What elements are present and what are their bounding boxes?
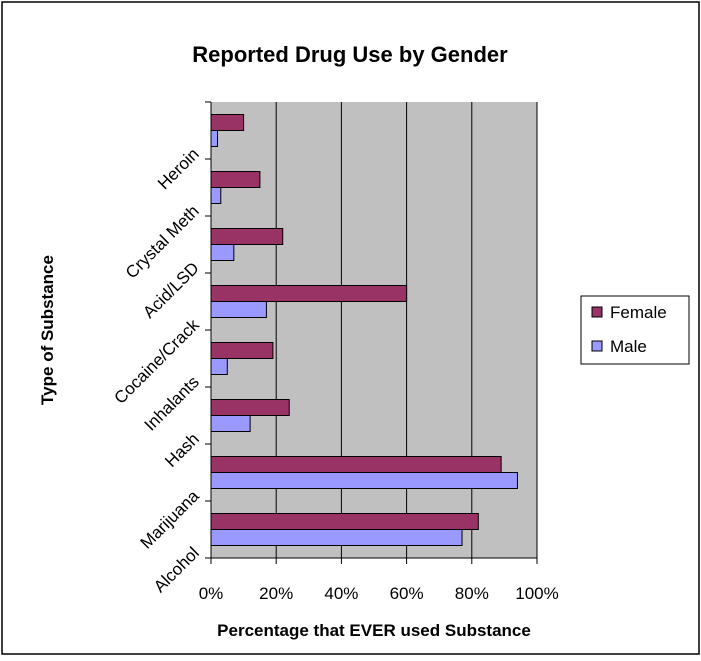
bar-female bbox=[210, 456, 502, 473]
x-axis-title: Percentage that EVER used Substance bbox=[217, 621, 531, 640]
bar-female bbox=[210, 228, 284, 245]
legend-swatch-female bbox=[591, 306, 603, 318]
legend-label-female: Female bbox=[610, 303, 667, 322]
bar-female bbox=[210, 114, 245, 131]
x-tick-label: 40% bbox=[324, 584, 358, 603]
bar-male bbox=[210, 301, 267, 318]
bar-female bbox=[210, 285, 408, 302]
legend-swatch-male bbox=[591, 340, 603, 352]
bar-female bbox=[210, 513, 479, 530]
bar-male bbox=[210, 472, 518, 489]
bar-male bbox=[210, 358, 228, 375]
y-axis-title: Type of Substance bbox=[38, 255, 57, 405]
bar-male bbox=[210, 415, 251, 432]
bar-female bbox=[210, 171, 261, 188]
bar-male bbox=[210, 244, 235, 261]
x-tick-label: 60% bbox=[390, 584, 424, 603]
x-tick-label: 80% bbox=[455, 584, 489, 603]
legend-label-male: Male bbox=[610, 337, 647, 356]
plot-area bbox=[211, 102, 537, 558]
chart-title: Reported Drug Use by Gender bbox=[192, 42, 508, 67]
bar-female bbox=[210, 342, 274, 359]
bar-male bbox=[210, 187, 222, 204]
x-axis-ticks: 0% 20% 40% 60% 80% 100% bbox=[199, 558, 559, 603]
bar-male bbox=[210, 130, 219, 147]
legend: Female Male bbox=[580, 295, 690, 365]
bars-group bbox=[210, 114, 518, 546]
x-tick-label: 100% bbox=[515, 584, 558, 603]
x-tick-label: 0% bbox=[199, 584, 224, 603]
bar-female bbox=[210, 399, 290, 416]
bar-male bbox=[210, 529, 463, 546]
x-tick-label: 20% bbox=[259, 584, 293, 603]
